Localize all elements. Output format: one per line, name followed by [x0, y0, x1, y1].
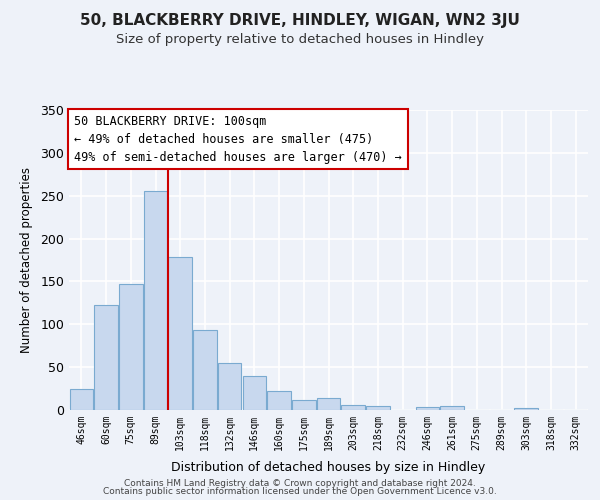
- Bar: [144, 190, 167, 410]
- Text: Contains HM Land Registry data © Crown copyright and database right 2024.: Contains HM Land Registry data © Crown c…: [124, 478, 476, 488]
- Bar: [341, 405, 365, 410]
- Y-axis label: Number of detached properties: Number of detached properties: [20, 167, 34, 353]
- Text: 50, BLACKBERRY DRIVE, HINDLEY, WIGAN, WN2 3JU: 50, BLACKBERRY DRIVE, HINDLEY, WIGAN, WN…: [80, 12, 520, 28]
- Bar: [94, 306, 118, 410]
- Bar: [317, 398, 340, 410]
- Bar: [416, 406, 439, 410]
- Text: Contains public sector information licensed under the Open Government Licence v3: Contains public sector information licen…: [103, 487, 497, 496]
- Bar: [193, 330, 217, 410]
- Bar: [70, 390, 93, 410]
- Text: Size of property relative to detached houses in Hindley: Size of property relative to detached ho…: [116, 32, 484, 46]
- Bar: [268, 391, 291, 410]
- Bar: [366, 406, 389, 410]
- Bar: [514, 408, 538, 410]
- X-axis label: Distribution of detached houses by size in Hindley: Distribution of detached houses by size …: [172, 461, 485, 474]
- Bar: [292, 400, 316, 410]
- Text: 50 BLACKBERRY DRIVE: 100sqm
← 49% of detached houses are smaller (475)
49% of se: 50 BLACKBERRY DRIVE: 100sqm ← 49% of det…: [74, 114, 402, 164]
- Bar: [440, 406, 464, 410]
- Bar: [119, 284, 143, 410]
- Bar: [169, 258, 192, 410]
- Bar: [218, 363, 241, 410]
- Bar: [242, 376, 266, 410]
